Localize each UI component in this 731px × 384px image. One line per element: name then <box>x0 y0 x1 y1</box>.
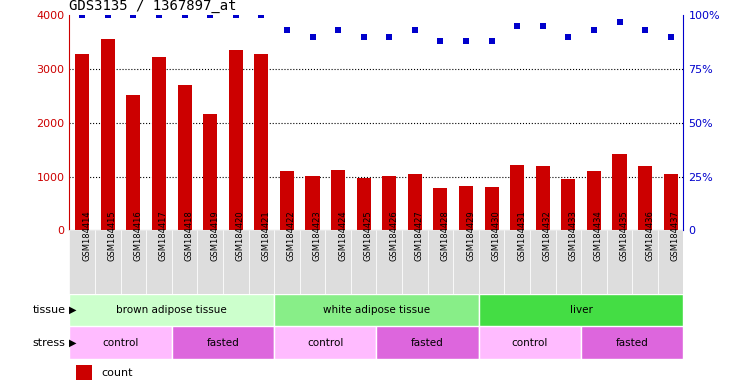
Bar <box>556 230 581 294</box>
Text: ▶: ▶ <box>69 338 76 348</box>
Bar <box>453 230 479 294</box>
Text: GSM184430: GSM184430 <box>491 210 501 261</box>
Bar <box>351 230 376 294</box>
Text: count: count <box>102 367 133 377</box>
Text: control: control <box>512 338 548 348</box>
Text: GSM184414: GSM184414 <box>83 210 91 261</box>
Bar <box>75 365 92 380</box>
Bar <box>172 230 197 294</box>
Text: GSM184429: GSM184429 <box>466 210 475 261</box>
Bar <box>408 174 422 230</box>
Text: GSM184426: GSM184426 <box>389 210 398 261</box>
Text: white adipose tissue: white adipose tissue <box>323 305 430 315</box>
Bar <box>197 230 223 294</box>
Text: control: control <box>307 338 344 348</box>
Bar <box>510 165 524 230</box>
Bar <box>203 114 217 230</box>
Text: GSM184431: GSM184431 <box>517 210 526 261</box>
Bar <box>254 53 268 230</box>
Text: fasted: fasted <box>616 338 648 348</box>
Bar <box>504 230 530 294</box>
Bar <box>479 230 504 294</box>
Bar <box>300 230 325 294</box>
Bar <box>581 326 683 359</box>
Bar <box>433 188 447 230</box>
Bar <box>376 326 479 359</box>
Bar <box>561 179 575 230</box>
Bar <box>249 230 274 294</box>
Bar <box>664 174 678 230</box>
Bar <box>658 230 683 294</box>
Bar <box>69 294 274 326</box>
Bar <box>126 96 140 230</box>
Text: control: control <box>102 338 139 348</box>
Bar <box>229 50 243 230</box>
Bar <box>178 85 192 230</box>
Text: GSM184416: GSM184416 <box>133 210 143 261</box>
Text: GSM184425: GSM184425 <box>363 210 373 261</box>
Bar <box>75 54 89 230</box>
Text: GSM184423: GSM184423 <box>313 210 322 261</box>
Bar <box>459 186 473 230</box>
Bar <box>69 326 172 359</box>
Bar <box>479 326 581 359</box>
Text: GSM184421: GSM184421 <box>262 210 270 261</box>
Bar <box>325 230 351 294</box>
Bar <box>172 326 274 359</box>
Text: GSM184419: GSM184419 <box>211 210 219 261</box>
Text: fasted: fasted <box>412 338 444 348</box>
Text: stress: stress <box>33 338 66 348</box>
Text: fasted: fasted <box>207 338 239 348</box>
Bar <box>101 39 115 230</box>
Bar <box>581 230 607 294</box>
Bar <box>280 171 294 230</box>
Text: GSM184434: GSM184434 <box>594 210 603 261</box>
Text: GSM184422: GSM184422 <box>287 210 296 261</box>
Bar <box>357 178 371 230</box>
Bar <box>121 230 146 294</box>
Bar <box>530 230 556 294</box>
Bar <box>587 171 601 230</box>
Bar <box>632 230 658 294</box>
Bar <box>306 175 319 230</box>
Bar <box>274 294 479 326</box>
Bar <box>485 187 499 230</box>
Text: GSM184437: GSM184437 <box>670 210 680 261</box>
Text: tissue: tissue <box>33 305 66 315</box>
Bar <box>376 230 402 294</box>
Text: GSM184427: GSM184427 <box>415 210 424 261</box>
Text: brown adipose tissue: brown adipose tissue <box>116 305 227 315</box>
Bar <box>382 175 396 230</box>
Text: GSM184436: GSM184436 <box>645 210 654 261</box>
Bar <box>69 230 95 294</box>
Text: GDS3135 / 1367897_at: GDS3135 / 1367897_at <box>69 0 237 13</box>
Bar <box>428 230 453 294</box>
Bar <box>331 170 345 230</box>
Bar <box>146 230 172 294</box>
Text: GSM184435: GSM184435 <box>620 210 629 261</box>
Bar <box>479 294 683 326</box>
Bar <box>638 166 652 230</box>
Text: GSM184428: GSM184428 <box>440 210 450 261</box>
Text: GSM184433: GSM184433 <box>569 210 577 261</box>
Bar <box>402 230 428 294</box>
Text: GSM184415: GSM184415 <box>108 210 117 261</box>
Bar <box>274 326 376 359</box>
Text: GSM184418: GSM184418 <box>184 210 194 261</box>
Text: GSM184424: GSM184424 <box>338 210 347 261</box>
Bar <box>613 154 626 230</box>
Bar <box>223 230 249 294</box>
Text: ▶: ▶ <box>69 305 76 315</box>
Bar <box>274 230 300 294</box>
Text: liver: liver <box>569 305 593 315</box>
Text: GSM184420: GSM184420 <box>235 210 245 261</box>
Text: GSM184417: GSM184417 <box>159 210 168 261</box>
Text: GSM184432: GSM184432 <box>542 210 552 261</box>
Bar <box>152 57 166 230</box>
Bar <box>536 166 550 230</box>
Bar <box>607 230 632 294</box>
Bar <box>95 230 121 294</box>
